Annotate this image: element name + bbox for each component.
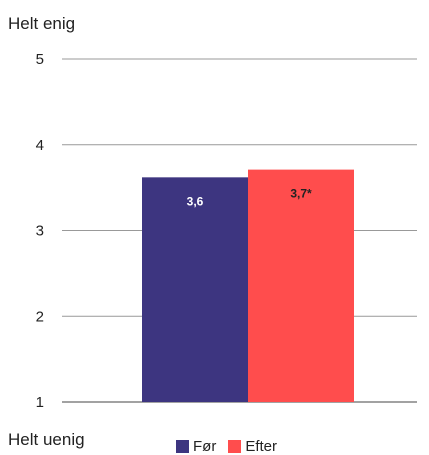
bar-for — [142, 177, 248, 402]
y-tick-label-4: 4 — [36, 137, 44, 154]
y-tick-label-3: 3 — [36, 223, 44, 240]
legend-item-for: Før — [176, 438, 216, 455]
bar-value-label-for: 3,6 — [187, 194, 204, 208]
y-tick-label-1: 1 — [36, 394, 44, 411]
bar-value-label-efter: 3,7* — [290, 187, 312, 201]
chart-legend: Før Efter — [176, 438, 277, 455]
legend-item-efter: Efter — [228, 438, 277, 455]
legend-label-efter: Efter — [245, 438, 278, 455]
legend-swatch-for — [176, 440, 189, 453]
y-tick-label-5: 5 — [36, 51, 44, 68]
bottom-scale-label: Helt uenig — [8, 430, 85, 449]
legend-swatch-efter — [228, 440, 242, 453]
top-scale-label: Helt enig — [8, 14, 76, 33]
y-tick-label-2: 2 — [36, 308, 44, 325]
bar-efter — [248, 169, 354, 402]
legend-label-for: Før — [193, 438, 217, 455]
